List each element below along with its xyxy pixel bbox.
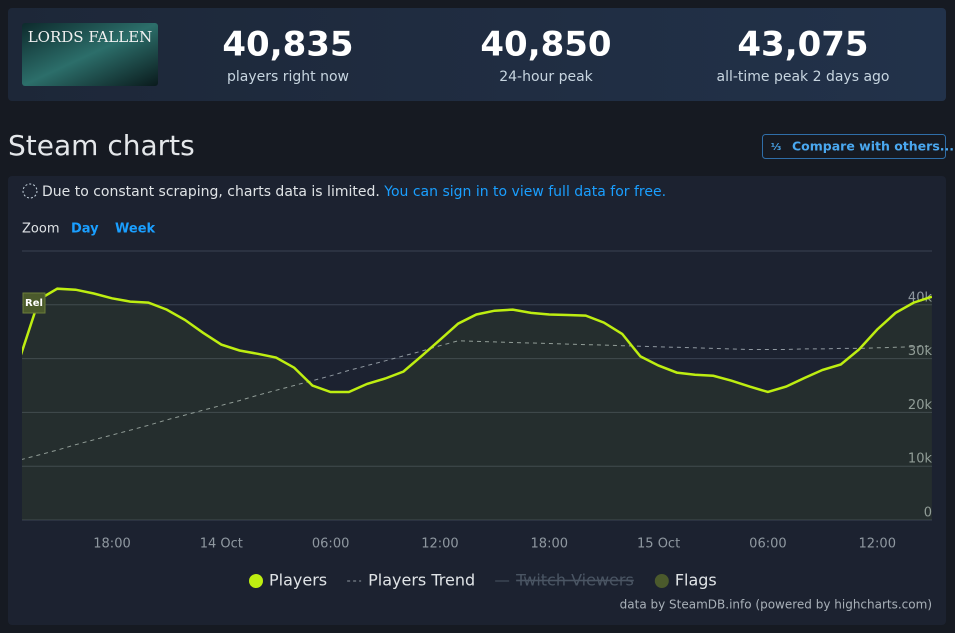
legend-label[interactable]: Flags	[675, 571, 717, 590]
game-image[interactable]	[22, 23, 158, 86]
legend-label[interactable]: Players	[269, 571, 327, 590]
stat-label: all-time peak 2 days ago	[716, 69, 889, 85]
compare-icon: ⅓	[771, 142, 781, 153]
y-tick-label: 20k	[908, 398, 933, 413]
legend-symbol	[654, 574, 669, 588]
line	[22, 287, 932, 394]
notice-link[interactable]: You can sign in to view full data for fr…	[383, 184, 666, 200]
compare-label: Compare with others...	[792, 139, 954, 154]
game-logo: LORDS FALLEN	[28, 28, 153, 46]
y-tick-label: 10k	[908, 452, 933, 467]
area	[22, 288, 932, 520]
stat-value: 40,850	[480, 25, 611, 65]
x-tick-label: 18:00	[93, 537, 130, 552]
legend-symbol	[249, 574, 263, 588]
flag-label: Rel	[25, 298, 43, 309]
x-tick-label: 15 Oct	[637, 537, 680, 552]
compare-button[interactable]	[762, 134, 946, 159]
x-tick-label: 18:00	[531, 537, 568, 552]
stat-value: 40,835	[222, 25, 353, 65]
legend-label[interactable]: Twitch Viewers	[515, 571, 634, 590]
notice-text: Due to constant scraping, charts data is…	[42, 184, 666, 200]
notice-icon	[22, 183, 38, 199]
stat-label: 24-hour peak	[499, 69, 593, 85]
legend-label[interactable]: Players Trend	[368, 571, 475, 590]
x-tick-label: 06:00	[749, 537, 786, 552]
x-tick-label: 12:00	[859, 537, 896, 552]
x-tick-label: 14 Oct	[200, 537, 243, 552]
credit: data by SteamDB.info (powered by highcha…	[620, 598, 932, 612]
notice-text: Due to constant scraping, charts data is…	[42, 184, 380, 200]
zoom-option[interactable]: Week	[115, 222, 156, 237]
section-title: Steam charts	[8, 129, 195, 162]
zoom-label: Zoom	[22, 222, 59, 237]
flag	[22, 292, 46, 314]
x-tick-label: 06:00	[312, 537, 349, 552]
header-card	[8, 8, 946, 101]
stat-label: players right now	[227, 69, 349, 85]
y-tick-label: 0	[924, 506, 932, 521]
x-tick-label: 12:00	[421, 537, 458, 552]
y-tick-label: 30k	[908, 344, 933, 359]
stat-value: 43,075	[737, 25, 868, 65]
chart-panel	[8, 176, 946, 625]
zoom-option[interactable]: Day	[71, 222, 99, 237]
